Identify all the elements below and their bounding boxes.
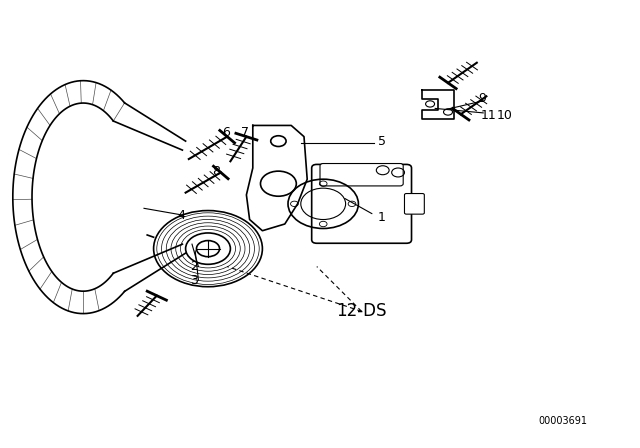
Text: 3: 3 bbox=[190, 273, 198, 287]
Text: 6: 6 bbox=[222, 125, 230, 139]
Text: 10: 10 bbox=[497, 108, 512, 122]
Text: 12-DS: 12-DS bbox=[337, 302, 387, 320]
Text: 1: 1 bbox=[378, 211, 386, 224]
Text: 2: 2 bbox=[190, 260, 198, 273]
Text: 7: 7 bbox=[241, 125, 249, 139]
FancyBboxPatch shape bbox=[404, 194, 424, 214]
Text: 8: 8 bbox=[212, 164, 220, 178]
FancyBboxPatch shape bbox=[320, 164, 403, 186]
Text: 4: 4 bbox=[177, 208, 185, 222]
Text: 11: 11 bbox=[481, 108, 496, 122]
Text: 5: 5 bbox=[378, 134, 386, 148]
FancyBboxPatch shape bbox=[312, 164, 412, 243]
Text: 00003691: 00003691 bbox=[539, 416, 588, 426]
Text: 9: 9 bbox=[478, 92, 486, 105]
